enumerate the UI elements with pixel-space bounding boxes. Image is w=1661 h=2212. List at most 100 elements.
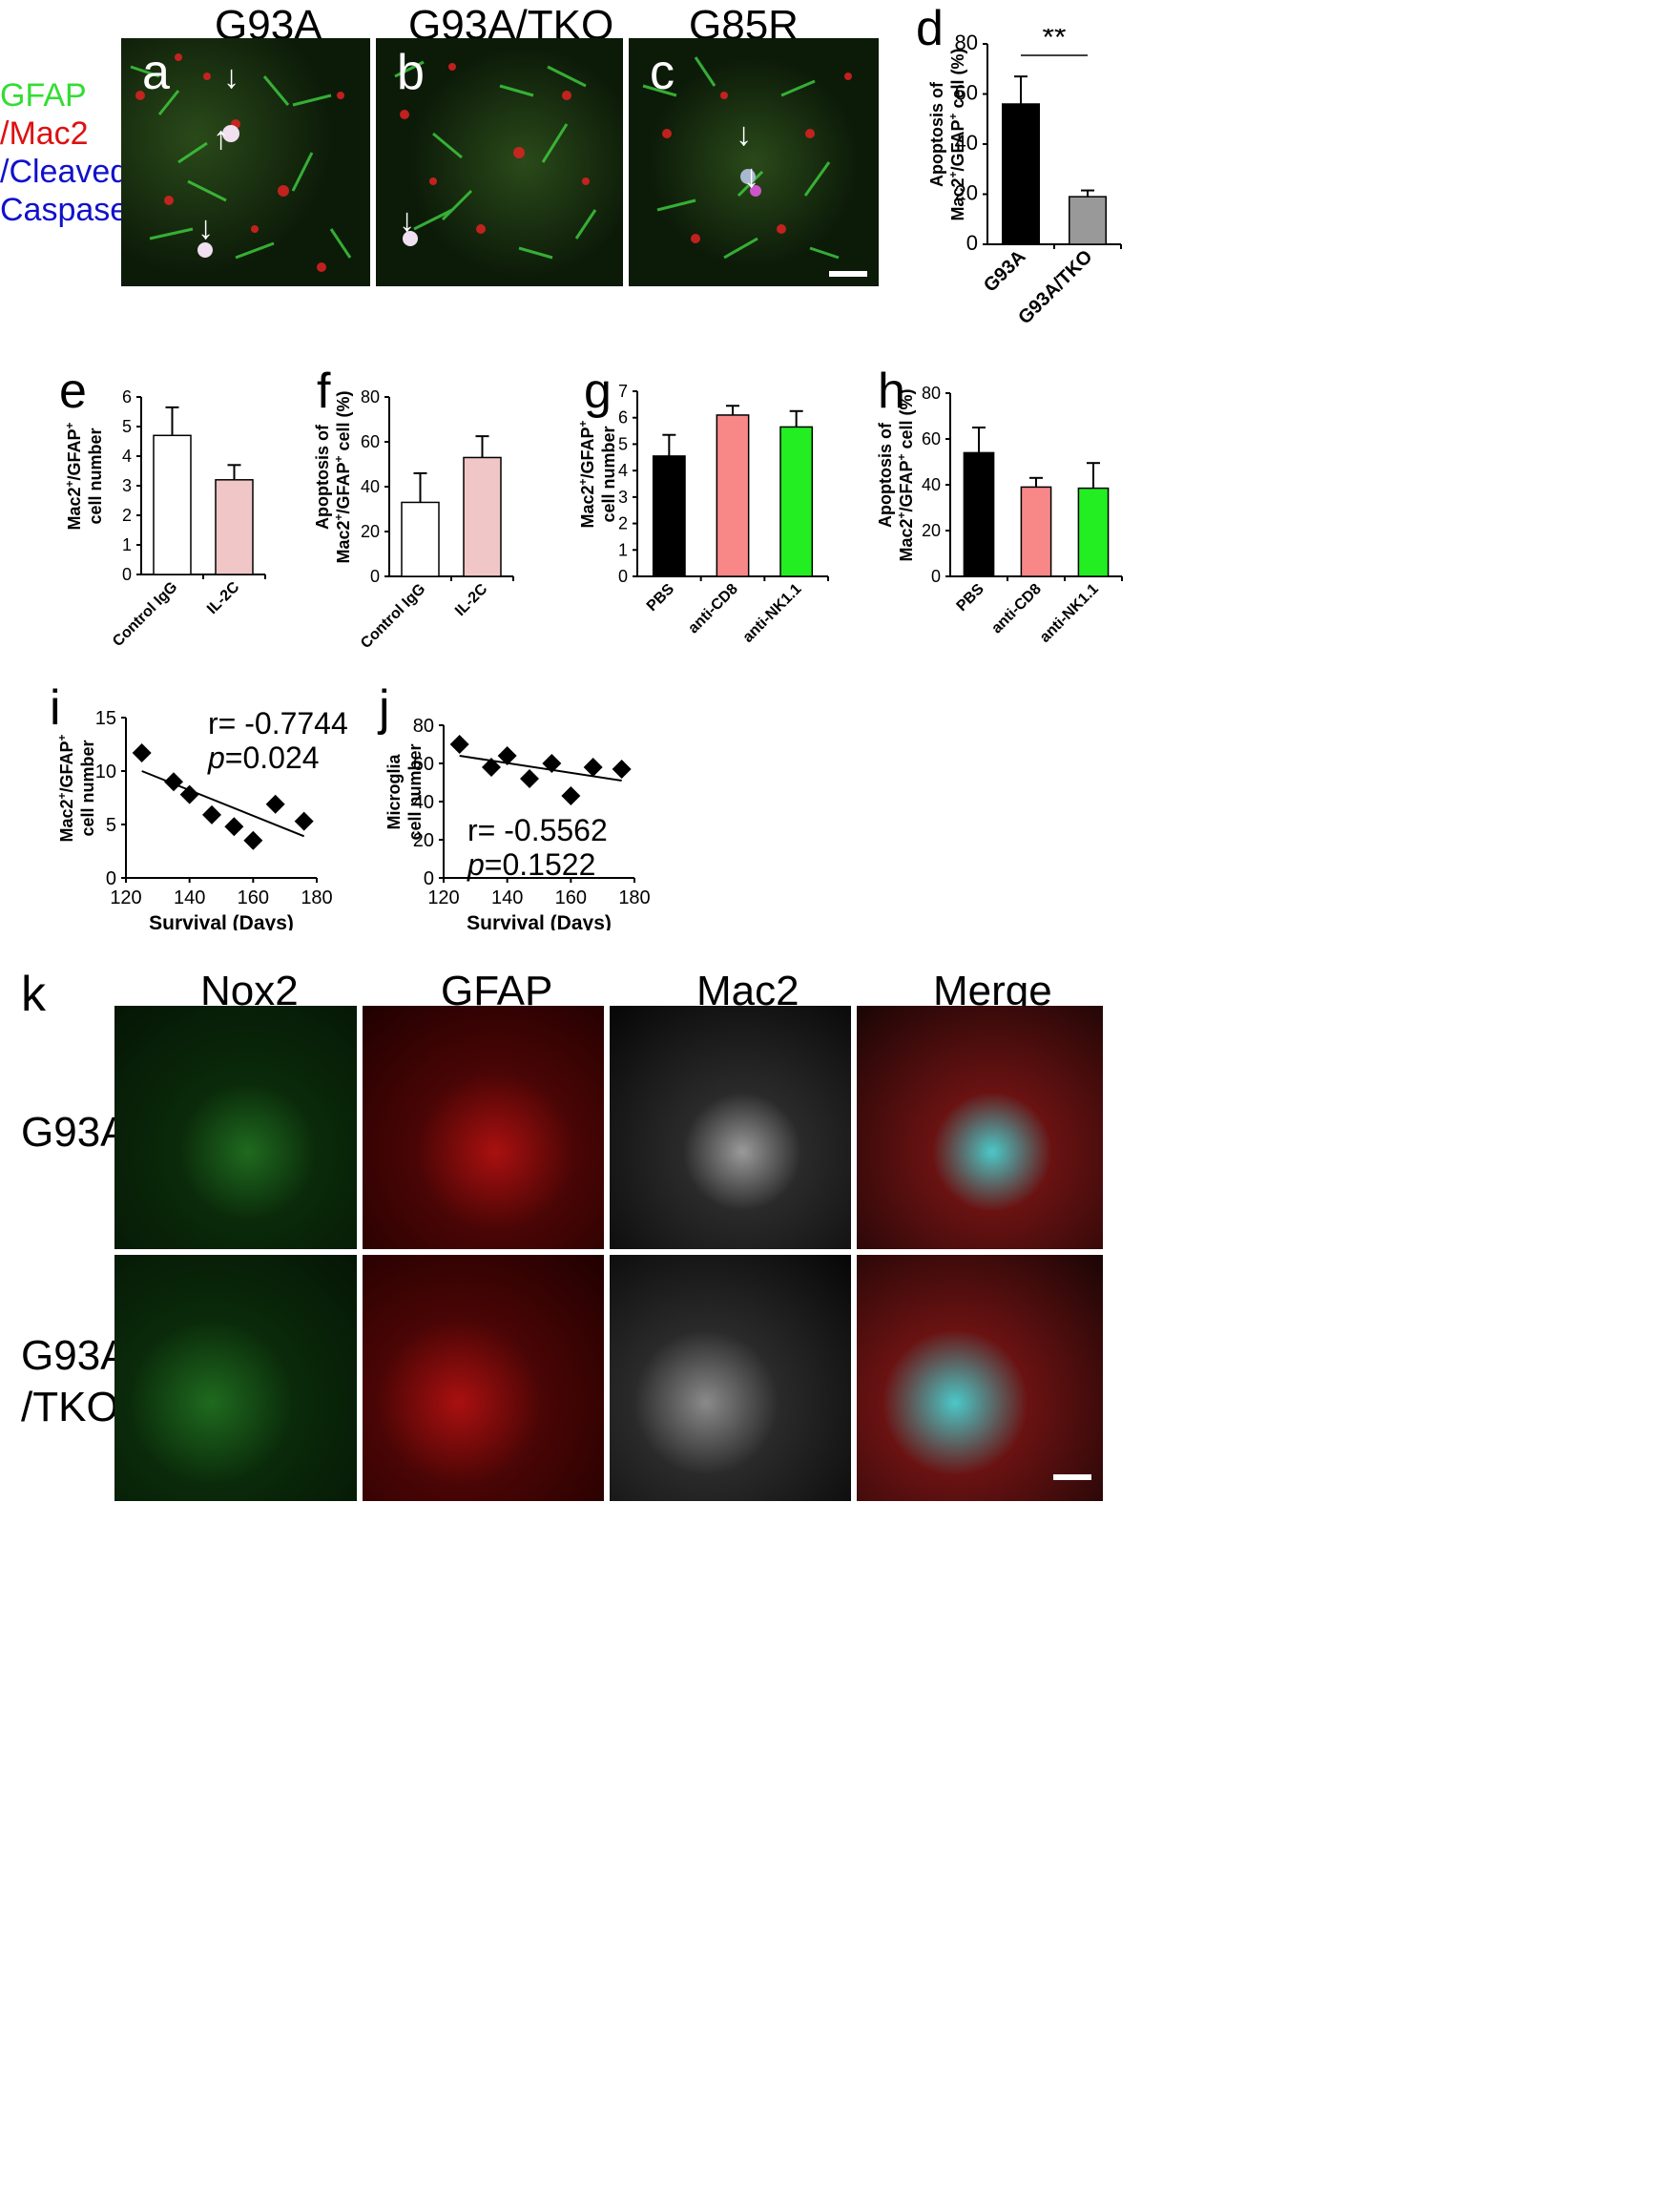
x-tick-label: PBS bbox=[644, 581, 678, 616]
y-axis-label-line: cell number bbox=[78, 740, 97, 836]
k-g93a-mac2 bbox=[610, 1006, 851, 1249]
axis-label-part: Mac2 bbox=[57, 800, 76, 843]
axis-label-part: Mac2 bbox=[948, 178, 967, 221]
x-tick-label: IL-2C bbox=[204, 578, 243, 617]
data-point bbox=[265, 794, 285, 814]
y-tick-label: 5 bbox=[122, 417, 132, 436]
axis-label-part: + bbox=[55, 792, 69, 799]
micrograph-a: a ↓ ↑ ↓ bbox=[121, 38, 370, 286]
k-g93a-gfap bbox=[363, 1006, 604, 1249]
micrograph-b-texture bbox=[394, 60, 597, 260]
scale-bar bbox=[1053, 1474, 1091, 1480]
x-tick-label: 180 bbox=[301, 887, 332, 908]
y-tick-label: 20 bbox=[955, 181, 978, 205]
axis-label-part: + bbox=[576, 420, 590, 427]
panel-letter-d: d bbox=[916, 1, 944, 56]
stat-j-r: r= -0.5562 bbox=[467, 813, 608, 847]
data-point bbox=[243, 830, 263, 850]
panel-letter-c: c bbox=[650, 45, 675, 100]
data-point bbox=[164, 772, 183, 792]
data-point bbox=[202, 804, 221, 824]
k-row-label-g93a: G93A bbox=[21, 1109, 129, 1156]
panel-letter-j: j bbox=[379, 680, 390, 736]
data-point bbox=[497, 746, 517, 765]
y-axis-label-line: Microglia bbox=[384, 754, 404, 830]
axis-label-part: /GFAP bbox=[948, 119, 967, 171]
x-tick-label: anti-CD8 bbox=[685, 581, 741, 637]
x-tick-label: 120 bbox=[110, 887, 141, 908]
y-axis-label-line: Mac2+/GFAP+ cell (%) bbox=[946, 48, 967, 220]
y-axis-label-line: cell number bbox=[405, 743, 425, 840]
y-tick-label: 60 bbox=[922, 429, 941, 449]
y-axis-label-line: cell number bbox=[599, 426, 618, 522]
bar-pbs bbox=[652, 455, 686, 577]
y-tick-label: 40 bbox=[413, 792, 434, 813]
y-axis-label-line: Apoptosis of bbox=[876, 422, 895, 528]
arrow-icon: ↑ bbox=[213, 120, 229, 157]
arrow-icon: ↓ bbox=[743, 158, 759, 195]
y-tick-label: 20 bbox=[922, 521, 941, 540]
axis-label-part: Mac2 bbox=[897, 519, 916, 562]
bar-anti-cd8 bbox=[716, 414, 750, 577]
y-tick-label: 40 bbox=[361, 477, 380, 496]
y-tick-label: 20 bbox=[413, 830, 434, 851]
axis-label-part: cell number bbox=[78, 740, 97, 836]
x-tick-label: 180 bbox=[618, 887, 650, 908]
axis-label-part: Mac2 bbox=[65, 488, 84, 531]
stat-i-p-value: =0.024 bbox=[224, 741, 320, 775]
k-tko-mac2 bbox=[610, 1255, 851, 1501]
panel-letter-k: k bbox=[21, 967, 46, 1022]
legend-gfap: GFAP bbox=[0, 77, 87, 114]
axis-label-part: + bbox=[332, 514, 345, 521]
x-tick-label: IL-2C bbox=[452, 580, 491, 619]
x-tick-label: Control IgG bbox=[358, 581, 428, 652]
data-point bbox=[132, 742, 152, 762]
chart-j: 0 20 40 60 80 120 140 160 180 Survival (Days) Micr… bbox=[384, 716, 651, 930]
data-point bbox=[224, 817, 244, 837]
y-tick-label: 80 bbox=[361, 387, 380, 407]
panel-letter-a: a bbox=[142, 45, 170, 100]
axis-label-part: + bbox=[63, 480, 76, 487]
axis-label-part: + bbox=[332, 455, 345, 462]
axis-label-part: Microglia bbox=[384, 754, 404, 830]
axis-label-part: + bbox=[63, 422, 76, 428]
y-tick-label: 80 bbox=[413, 716, 434, 737]
axis-label-part: Apoptosis of bbox=[927, 81, 946, 187]
y-axis-label: Mac2+/GFAP+cell number bbox=[576, 420, 618, 528]
x-tick-label: 120 bbox=[427, 887, 459, 908]
y-tick-label: 6 bbox=[618, 408, 628, 428]
data-point bbox=[612, 760, 632, 779]
axis-label-part: + bbox=[576, 478, 590, 485]
axis-label-part: + bbox=[946, 172, 960, 178]
y-tick-label: 0 bbox=[370, 567, 380, 586]
x-tick-label: G93A bbox=[980, 246, 1030, 297]
panel-letter-e: e bbox=[59, 364, 87, 419]
significance-marker: ** bbox=[1043, 29, 1067, 54]
stat-j-p: p=0.1522 bbox=[467, 847, 595, 883]
y-tick-label: 1 bbox=[122, 535, 132, 554]
y-axis-label-line: Mac2+/GFAP+ bbox=[63, 422, 84, 530]
y-tick-label: 4 bbox=[618, 461, 628, 480]
bar-anti-nk1-1 bbox=[779, 426, 814, 577]
axis-label-part: Mac2 bbox=[578, 486, 597, 529]
y-axis-label-line: Apoptosis of bbox=[927, 81, 946, 187]
y-axis-label-line: Mac2+/GFAP+ cell (%) bbox=[895, 388, 916, 561]
bar-il-2c bbox=[215, 479, 254, 575]
y-axis-label: Mac2+/GFAP+cell number bbox=[63, 422, 105, 530]
y-tick-label: 0 bbox=[618, 567, 628, 586]
data-point bbox=[520, 769, 539, 788]
arrow-icon: ↓ bbox=[223, 59, 239, 95]
x-axis-label: Survival (Days) bbox=[149, 912, 294, 930]
panel-letter-f: f bbox=[317, 364, 331, 419]
data-point bbox=[561, 786, 581, 805]
y-tick-label: 1 bbox=[618, 540, 628, 559]
axis-label-part: /GFAP bbox=[57, 741, 76, 792]
y-axis-label: Mac2+/GFAP+cell number bbox=[55, 734, 97, 842]
stat-i-p-symbol: p bbox=[208, 741, 225, 775]
axis-label-part: + bbox=[55, 734, 69, 741]
